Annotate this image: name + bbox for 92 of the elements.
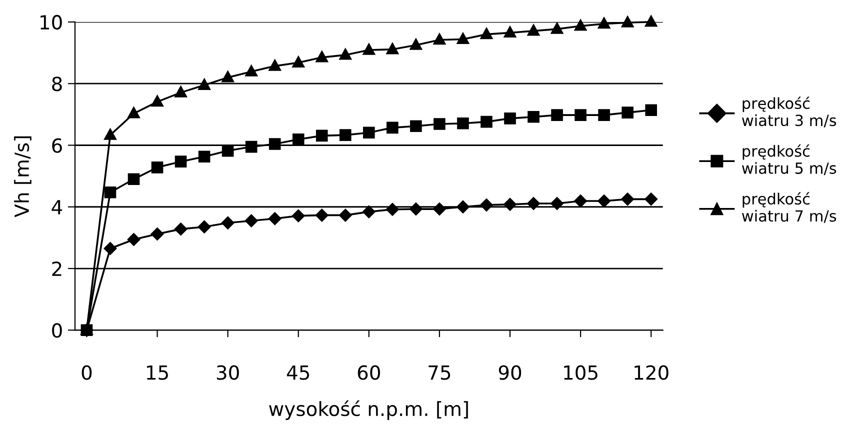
x-tick-label: 90 bbox=[498, 365, 522, 380]
point bbox=[221, 216, 234, 230]
y-tick-label: 8 bbox=[52, 76, 62, 92]
point bbox=[127, 232, 140, 246]
point bbox=[268, 59, 282, 71]
point bbox=[245, 140, 258, 153]
point bbox=[432, 202, 446, 216]
point bbox=[268, 212, 282, 226]
x-tick-label: 15 bbox=[147, 365, 168, 380]
point bbox=[362, 43, 376, 55]
x-tick-label: 120 bbox=[634, 365, 668, 380]
point bbox=[550, 22, 564, 34]
point bbox=[174, 222, 188, 236]
point bbox=[410, 120, 422, 132]
point bbox=[174, 86, 188, 98]
point bbox=[503, 198, 517, 212]
point bbox=[338, 48, 352, 60]
point bbox=[363, 126, 375, 139]
point bbox=[598, 109, 610, 121]
x-axis-title: wysokość n.p.m. [m] bbox=[269, 400, 468, 420]
legend-label: prędkość wiatru 3 m/s bbox=[742, 96, 836, 128]
point bbox=[574, 109, 586, 121]
point bbox=[480, 198, 494, 212]
point bbox=[315, 208, 328, 222]
point bbox=[620, 192, 634, 206]
point bbox=[644, 192, 658, 206]
point bbox=[128, 173, 140, 186]
point bbox=[198, 150, 210, 163]
point bbox=[292, 56, 305, 68]
point bbox=[338, 208, 352, 222]
point bbox=[433, 32, 446, 45]
point bbox=[174, 156, 187, 168]
point bbox=[434, 118, 446, 130]
point bbox=[222, 144, 234, 157]
point bbox=[104, 128, 117, 140]
point bbox=[504, 112, 516, 124]
point bbox=[598, 16, 611, 29]
point bbox=[527, 24, 540, 36]
point bbox=[151, 162, 164, 174]
point bbox=[386, 202, 400, 216]
point bbox=[574, 18, 588, 31]
y-tick-label: 10 bbox=[40, 14, 62, 30]
y-tick-label: 0 bbox=[52, 323, 62, 338]
point bbox=[456, 200, 470, 214]
point bbox=[268, 138, 281, 150]
point bbox=[292, 133, 304, 146]
point bbox=[316, 130, 328, 142]
point bbox=[551, 109, 563, 121]
legend-label: prędkość wiatru 7 m/s bbox=[742, 192, 836, 223]
x-tick-label: 30 bbox=[216, 365, 239, 380]
point bbox=[150, 94, 164, 107]
point bbox=[550, 196, 564, 210]
point bbox=[622, 106, 634, 118]
point bbox=[386, 122, 398, 134]
point bbox=[104, 186, 116, 198]
point bbox=[104, 242, 117, 256]
point bbox=[362, 205, 376, 218]
point bbox=[127, 106, 140, 118]
point bbox=[292, 209, 305, 222]
y-axis-title: Vh [m/s] bbox=[14, 136, 32, 218]
point bbox=[221, 70, 234, 82]
x-tick-label: 45 bbox=[286, 365, 310, 380]
point bbox=[244, 214, 258, 228]
point bbox=[480, 27, 493, 40]
point bbox=[386, 42, 399, 54]
point bbox=[315, 50, 328, 62]
point bbox=[644, 14, 658, 27]
point bbox=[198, 220, 211, 234]
point bbox=[198, 78, 211, 90]
point bbox=[504, 26, 516, 38]
point bbox=[597, 194, 611, 208]
y-tick-label: 4 bbox=[52, 200, 62, 214]
point bbox=[621, 16, 634, 28]
point bbox=[339, 129, 352, 141]
point bbox=[409, 38, 422, 50]
point bbox=[244, 64, 258, 76]
legend-label: prędkość wiatru 5 m/s bbox=[742, 144, 836, 176]
point bbox=[574, 194, 588, 208]
point bbox=[150, 227, 164, 241]
point bbox=[645, 104, 658, 116]
y-tick-label: 2 bbox=[52, 261, 62, 276]
point bbox=[528, 110, 540, 123]
point bbox=[526, 196, 540, 210]
point bbox=[480, 116, 492, 128]
point bbox=[456, 32, 470, 44]
y-tick-label: 6 bbox=[52, 138, 62, 153]
x-tick-label: 105 bbox=[564, 365, 598, 380]
x-tick-label: 0 bbox=[82, 365, 92, 380]
point bbox=[409, 202, 423, 216]
x-tick-label: 60 bbox=[358, 365, 380, 380]
point bbox=[457, 117, 469, 130]
x-tick-label: 75 bbox=[428, 365, 450, 380]
